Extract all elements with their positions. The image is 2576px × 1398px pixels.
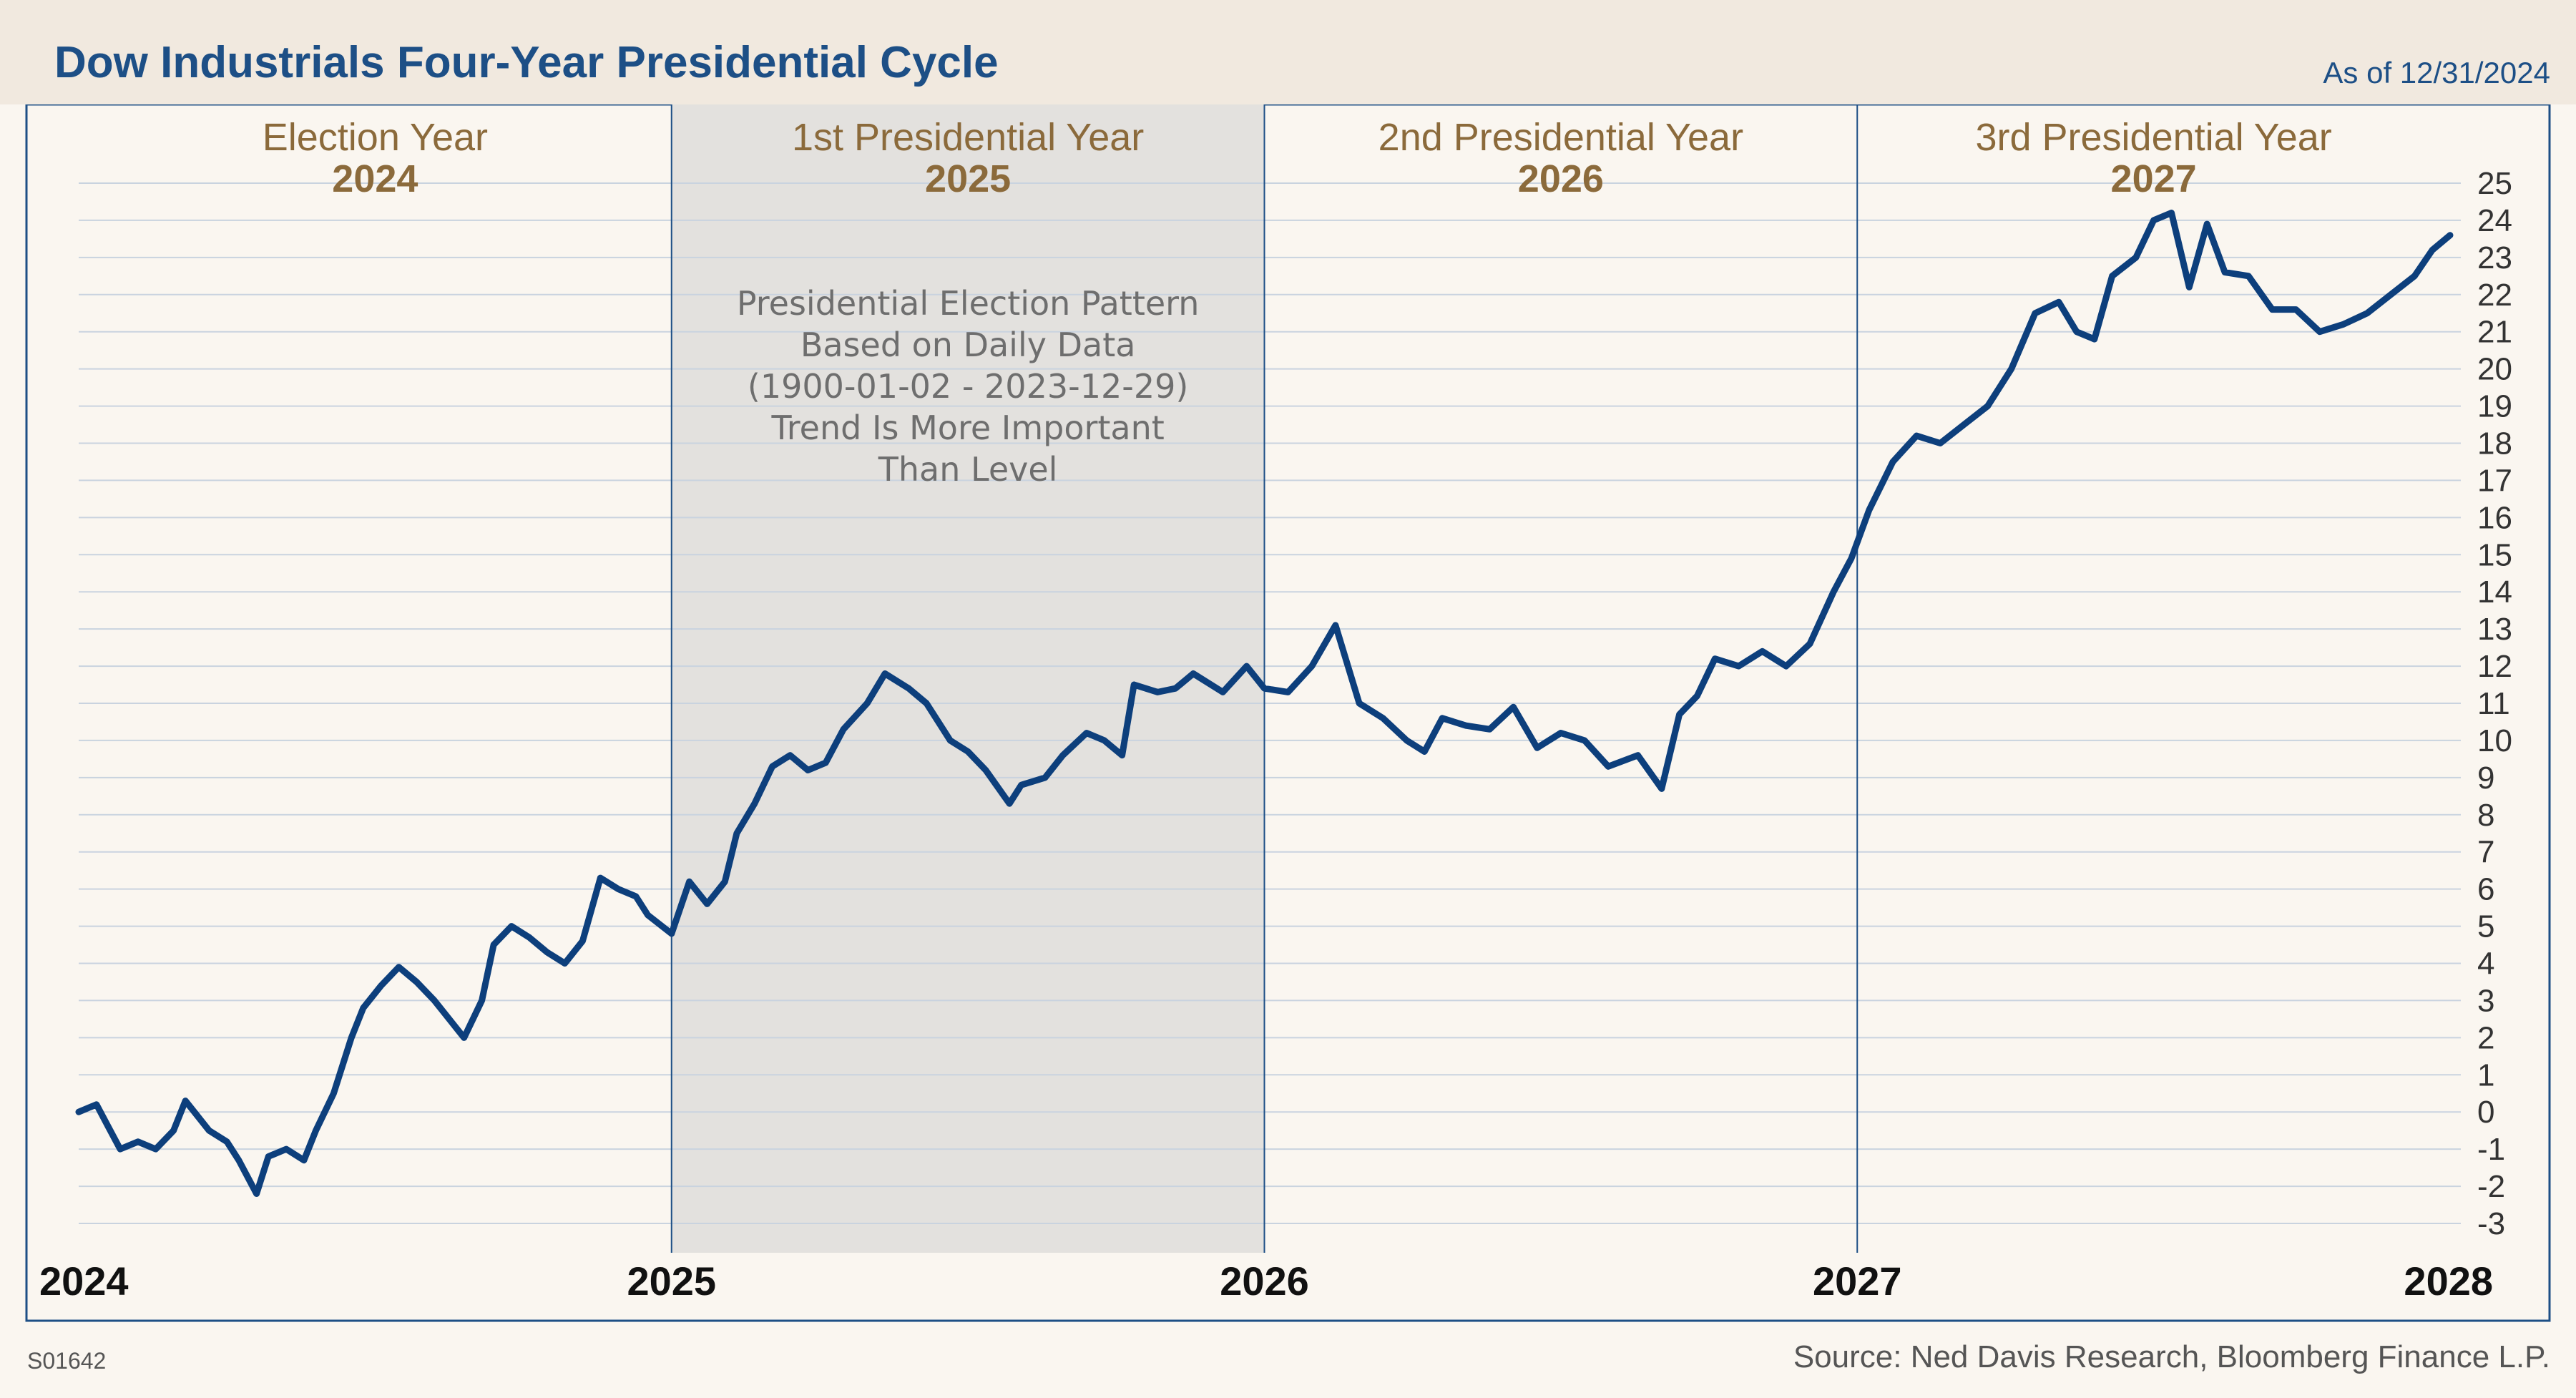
y-tick-label: 17 [2477, 463, 2512, 498]
y-tick-label: -1 [2477, 1132, 2505, 1167]
annotation-line: (1900-01-02 - 2023-12-29) [748, 367, 1188, 406]
y-tick-label: 4 [2477, 947, 2494, 982]
x-tick-label: 2025 [627, 1258, 716, 1304]
annotation-line: Than Level [878, 450, 1058, 489]
y-tick-label: 9 [2477, 761, 2494, 796]
y-tick-label: 21 [2477, 315, 2512, 350]
y-tick-label: 19 [2477, 389, 2512, 424]
y-tick-label: 3 [2477, 983, 2494, 1018]
y-tick-label: 25 [2477, 166, 2512, 201]
period-year: 2024 [332, 157, 418, 200]
y-tick-label: 12 [2477, 649, 2512, 684]
x-tick-label: 2028 [2404, 1258, 2493, 1304]
period-label: 2nd Presidential Year [1378, 116, 1743, 159]
period-label: Election Year [263, 116, 488, 159]
chart-header [0, 0, 2576, 104]
y-tick-label: 23 [2477, 240, 2512, 275]
x-tick-label: 2024 [39, 1258, 129, 1304]
source-note: Source: Ned Davis Research, Bloomberg Fi… [1793, 1339, 2550, 1374]
y-tick-label: 11 [2477, 686, 2510, 721]
y-tick-label: 2 [2477, 1020, 2494, 1055]
y-tick-label: 16 [2477, 500, 2512, 535]
period-year: 2025 [925, 157, 1011, 200]
chart-title: Dow Industrials Four-Year Presidential C… [54, 38, 999, 87]
annotation-line: Trend Is More Important [770, 409, 1164, 447]
y-tick-label: 13 [2477, 612, 2512, 647]
y-tick-label: 8 [2477, 798, 2494, 833]
x-tick-label: 2026 [1220, 1258, 1309, 1304]
y-tick-label: 0 [2477, 1095, 2494, 1130]
as-of-date: As of 12/31/2024 [2323, 56, 2550, 89]
y-tick-label: 22 [2477, 278, 2512, 313]
y-tick-label: 5 [2477, 909, 2494, 944]
chart-id: S01642 [27, 1348, 107, 1374]
y-tick-label: 10 [2477, 723, 2512, 758]
y-tick-label: 7 [2477, 835, 2494, 870]
x-tick-label: 2027 [1813, 1258, 1902, 1304]
y-tick-label: 6 [2477, 872, 2494, 907]
y-tick-label: 14 [2477, 575, 2512, 610]
y-tick-label: 15 [2477, 537, 2512, 572]
y-tick-label: -3 [2477, 1206, 2505, 1241]
y-tick-label: 1 [2477, 1057, 2494, 1093]
chart-area: -3-2-10123456789101112131415161718192021… [25, 104, 2551, 1322]
period-label: 3rd Presidential Year [1975, 116, 2331, 159]
y-tick-label: 24 [2477, 203, 2512, 238]
period-year: 2027 [2111, 157, 2197, 200]
y-tick-label: -2 [2477, 1169, 2505, 1204]
period-year: 2026 [1518, 157, 1604, 200]
period-label: 1st Presidential Year [792, 116, 1144, 159]
y-tick-label: 18 [2477, 426, 2512, 461]
annotation-line: Presidential Election Pattern [737, 284, 1200, 323]
annotation-line: Based on Daily Data [800, 326, 1136, 364]
y-tick-label: 20 [2477, 352, 2512, 387]
shaded-region [671, 104, 1265, 1253]
series-line [75, 210, 2454, 1197]
plot-frame [25, 104, 2551, 1322]
